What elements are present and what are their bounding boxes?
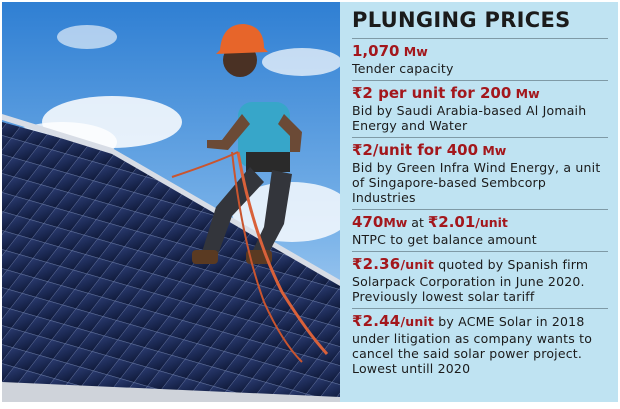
item-description-block: ₹2.36/unit quoted by Spanish firm Solarp… [352,255,608,304]
item-description: NTPC to get balance amount [352,232,537,247]
highlight-value: ₹2 per unit for 200 [352,84,512,102]
item-description: Bid by Green Infra Wind Energy, a unit o… [352,160,601,205]
highlight-unit: Mw [478,143,507,158]
prices-panel: PLUNGING PRICES 1,070 Mw Tender capacity… [340,2,618,402]
highlight-value: ₹2.01 [427,213,476,231]
highlight-value: ₹2/unit for 400 [352,141,479,159]
price-item-tender-capacity: 1,070 Mw Tender capacity [352,38,608,80]
price-item-solarpack: ₹2.36/unit quoted by Spanish firm Solarp… [352,251,608,308]
item-description: by ACME Solar in 2018 under litigation a… [352,314,593,376]
highlight-unit: Mw [399,44,428,59]
highlight-unit: /unit [475,215,508,230]
item-description: Bid by Saudi Arabia-based Al Jomaih Ener… [352,103,587,133]
highlight-value: ₹2.36 [352,255,401,273]
item-highlight: 1,070 Mw [352,42,608,61]
item-description: Tender capacity [352,61,454,76]
item-highlight: ₹2.36/unit [352,255,434,273]
highlight-value: 470 [352,213,384,231]
highlight-unit: /unit [400,257,435,272]
price-item-acme-solar: ₹2.44/unit by ACME Solar in 2018 under l… [352,308,608,380]
item-highlight: ₹2/unit for 400 Mw [352,141,608,160]
item-highlight: ₹2 per unit for 200 Mw [352,84,608,103]
highlight-connector: at [407,215,428,230]
item-highlight: 470Mw at ₹2.01/unit [352,213,608,232]
highlight-value: ₹2.44 [352,312,401,330]
panel-title: PLUNGING PRICES [352,8,571,32]
highlight-value: 1,070 [352,42,400,60]
highlight-unit: Mw [383,215,408,230]
item-highlight: ₹2.44/unit [352,312,434,330]
highlight-unit: Mw [511,86,540,101]
solar-worker-photo [2,2,340,402]
price-item-al-jomaih: ₹2 per unit for 200 Mw Bid by Saudi Arab… [352,80,608,137]
price-item-ntpc: 470Mw at ₹2.01/unit NTPC to get balance … [352,209,608,251]
item-description: quoted by Spanish firm Solarpack Corpora… [352,257,589,304]
item-description-block: ₹2.44/unit by ACME Solar in 2018 under l… [352,312,608,376]
price-item-green-infra: ₹2/unit for 400 Mw Bid by Green Infra Wi… [352,137,608,209]
highlight-unit: /unit [400,314,435,329]
